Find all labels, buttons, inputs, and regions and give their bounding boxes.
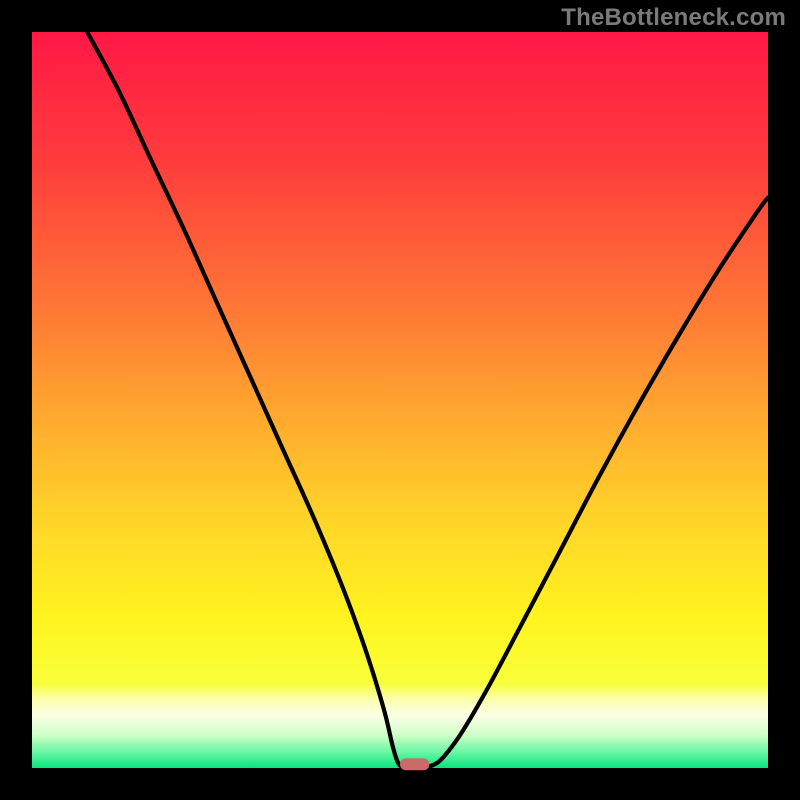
plot-area bbox=[32, 32, 768, 768]
curve-layer bbox=[32, 32, 768, 768]
optimum-marker bbox=[400, 758, 429, 770]
chart-frame: TheBottleneck.com bbox=[0, 0, 800, 800]
bottleneck-curve bbox=[87, 32, 768, 767]
watermark-text: TheBottleneck.com bbox=[561, 4, 786, 32]
